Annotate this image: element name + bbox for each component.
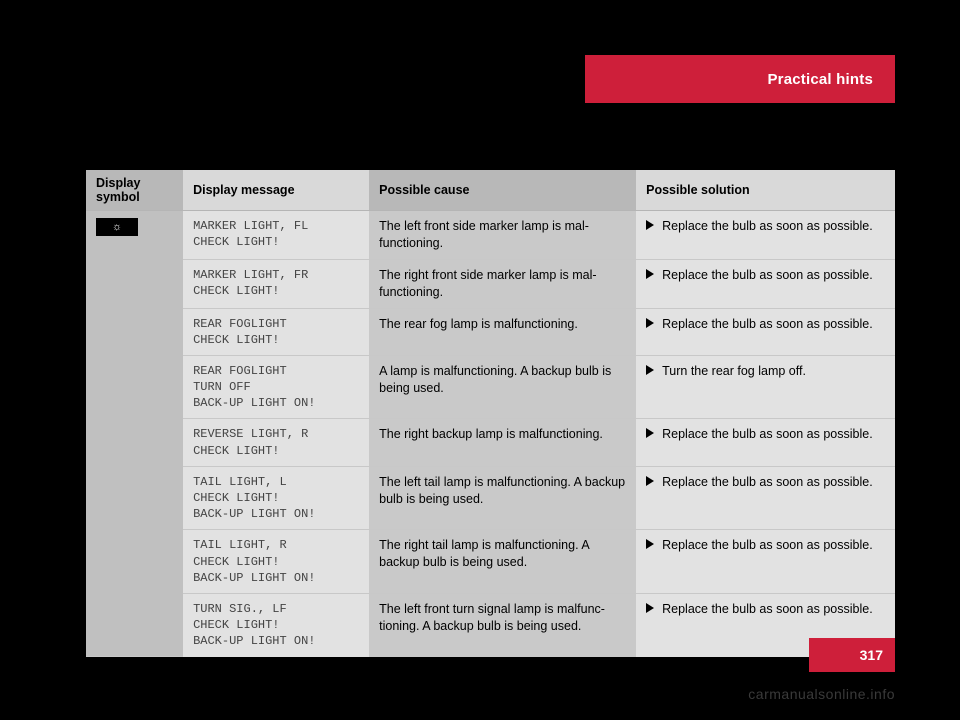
solution-cell: Replace the bulb as soon as possible.: [636, 530, 895, 594]
solution-text: Replace the bulb as soon as possible.: [662, 267, 873, 284]
triangle-bullet-icon: [646, 365, 654, 375]
table-row: REVERSE LIGHT, R CHECK LIGHT!The right b…: [86, 419, 895, 466]
cause-cell: The right tail lamp is malfunctioning. A…: [369, 530, 636, 594]
solution-cell: Replace the bulb as soon as possible.: [636, 308, 895, 355]
col-header-symbol: Display symbol: [86, 170, 183, 211]
symbol-cell: ☼: [86, 211, 183, 657]
solution-cell: Turn the rear fog lamp off.: [636, 355, 895, 419]
solution-cell: Replace the bulb as soon as possible.: [636, 259, 895, 308]
solution-cell: Replace the bulb as soon as possible.: [636, 466, 895, 530]
col-header-message: Display message: [183, 170, 369, 211]
cause-cell: The right front side marker lamp is mal­…: [369, 259, 636, 308]
solution-text: Replace the bulb as soon as possible.: [662, 474, 873, 491]
message-cell: REAR FOGLIGHT TURN OFF BACK-UP LIGHT ON!: [183, 355, 369, 419]
table-row: TAIL LIGHT, R CHECK LIGHT! BACK-UP LIGHT…: [86, 530, 895, 594]
triangle-bullet-icon: [646, 603, 654, 613]
watermark: carmanualsonline.info: [748, 686, 895, 702]
message-cell: MARKER LIGHT, FR CHECK LIGHT!: [183, 259, 369, 308]
cause-cell: A lamp is malfunctioning. A backup bulb …: [369, 355, 636, 419]
message-cell: REVERSE LIGHT, R CHECK LIGHT!: [183, 419, 369, 466]
triangle-bullet-icon: [646, 318, 654, 328]
page-number: 317: [860, 647, 883, 663]
message-cell: TAIL LIGHT, R CHECK LIGHT! BACK-UP LIGHT…: [183, 530, 369, 594]
table-row: MARKER LIGHT, FR CHECK LIGHT!The right f…: [86, 259, 895, 308]
table: Display symbol Display message Possible …: [86, 170, 895, 657]
table-row: TURN SIG., LF CHECK LIGHT! BACK-UP LIGHT…: [86, 593, 895, 656]
table-row: ☼ MARKER LIGHT, FL CHECK LIGHT!The left f…: [86, 211, 895, 260]
col-header-solution: Possible solution: [636, 170, 895, 211]
triangle-bullet-icon: [646, 539, 654, 549]
cause-cell: The left tail lamp is malfunctioning. A …: [369, 466, 636, 530]
message-cell: REAR FOGLIGHT CHECK LIGHT!: [183, 308, 369, 355]
bulb-icon: ☼: [96, 218, 138, 236]
col-header-cause: Possible cause: [369, 170, 636, 211]
solution-text: Replace the bulb as soon as possible.: [662, 601, 873, 618]
header-band: Practical hints: [585, 55, 895, 103]
page-number-box: 317: [809, 638, 895, 672]
cause-cell: The left front side marker lamp is mal­f…: [369, 211, 636, 260]
table-row: TAIL LIGHT, L CHECK LIGHT! BACK-UP LIGHT…: [86, 466, 895, 530]
table-row: REAR FOGLIGHT TURN OFF BACK-UP LIGHT ON!…: [86, 355, 895, 419]
solution-text: Replace the bulb as soon as possible.: [662, 218, 873, 235]
table-header-row: Display symbol Display message Possible …: [86, 170, 895, 211]
solution-text: Replace the bulb as soon as possible.: [662, 537, 873, 554]
solution-text: Turn the rear fog lamp off.: [662, 363, 806, 380]
solution-text: Replace the bulb as soon as possible.: [662, 426, 873, 443]
table-row: REAR FOGLIGHT CHECK LIGHT!The rear fog l…: [86, 308, 895, 355]
solution-text: Replace the bulb as soon as possible.: [662, 316, 873, 333]
cause-cell: The right backup lamp is malfunctioning.: [369, 419, 636, 466]
cause-cell: The left front turn signal lamp is malfu…: [369, 593, 636, 656]
triangle-bullet-icon: [646, 476, 654, 486]
triangle-bullet-icon: [646, 428, 654, 438]
section-title: Practical hints: [767, 71, 873, 88]
message-table: Display symbol Display message Possible …: [86, 170, 895, 657]
solution-cell: Replace the bulb as soon as possible.: [636, 211, 895, 260]
solution-cell: Replace the bulb as soon as possible.: [636, 419, 895, 466]
message-cell: TURN SIG., LF CHECK LIGHT! BACK-UP LIGHT…: [183, 593, 369, 656]
triangle-bullet-icon: [646, 220, 654, 230]
triangle-bullet-icon: [646, 269, 654, 279]
message-cell: MARKER LIGHT, FL CHECK LIGHT!: [183, 211, 369, 260]
cause-cell: The rear fog lamp is malfunctioning.: [369, 308, 636, 355]
message-cell: TAIL LIGHT, L CHECK LIGHT! BACK-UP LIGHT…: [183, 466, 369, 530]
